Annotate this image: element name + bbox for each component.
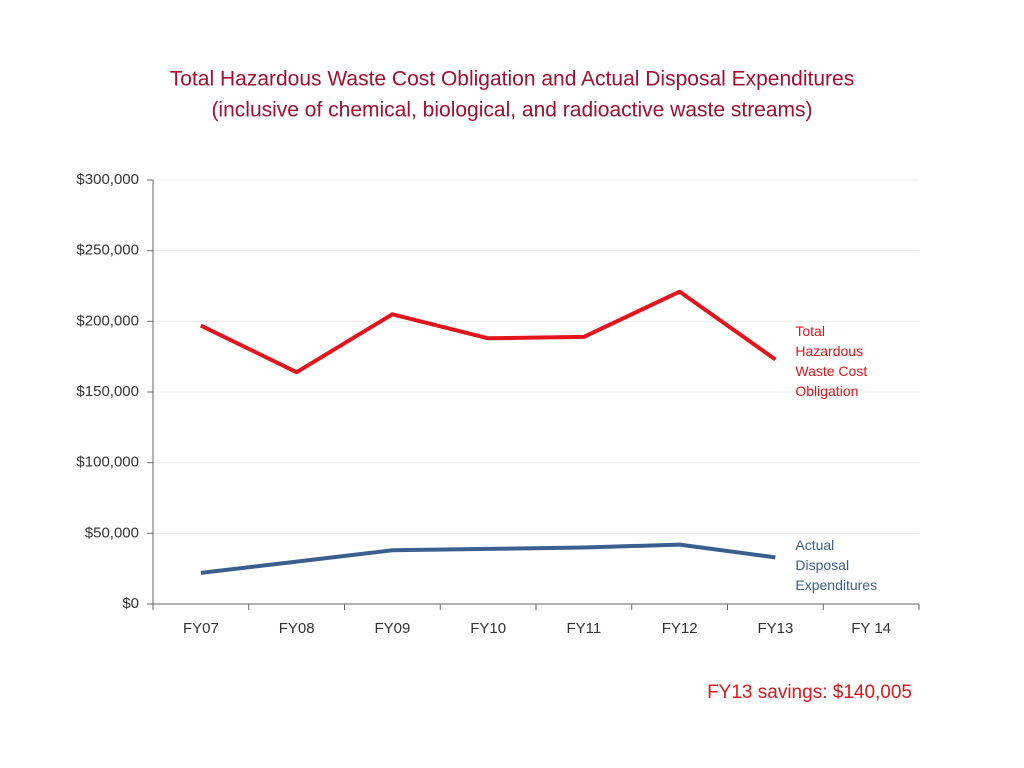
chart-subtitle: (inclusive of chemical, biological, and … bbox=[211, 99, 812, 122]
y-tick-label: $50,000 bbox=[85, 524, 139, 541]
savings-annotation: FY13 savings: $140,005 bbox=[707, 682, 912, 703]
x-tick-label: FY10 bbox=[470, 620, 506, 637]
x-tick-label: FY11 bbox=[567, 620, 602, 637]
x-tick-label: FY12 bbox=[662, 620, 698, 637]
y-tick-label: $0 bbox=[122, 595, 139, 612]
x-tick-label: FY07 bbox=[183, 620, 219, 637]
x-tick-label: FY 14 bbox=[851, 620, 891, 637]
series-line bbox=[199, 289, 777, 375]
x-tick-label: FY09 bbox=[374, 620, 410, 637]
x-tick-label: FY08 bbox=[279, 620, 315, 637]
series-label: Total Hazardous Waste Cost Obligation bbox=[795, 323, 868, 400]
y-tick-label: $250,000 bbox=[76, 242, 139, 259]
series-label: Actual Disposal Expenditures bbox=[795, 537, 878, 594]
y-tick-label: $300,000 bbox=[76, 171, 139, 188]
y-tick-label: $200,000 bbox=[76, 312, 139, 329]
series-line bbox=[200, 542, 776, 575]
y-tick-label: $100,000 bbox=[76, 454, 139, 471]
y-tick-label: $150,000 bbox=[76, 383, 139, 400]
x-tick-label: FY13 bbox=[757, 620, 793, 637]
chart-title: Total Hazardous Waste Cost Obligation an… bbox=[170, 68, 854, 91]
